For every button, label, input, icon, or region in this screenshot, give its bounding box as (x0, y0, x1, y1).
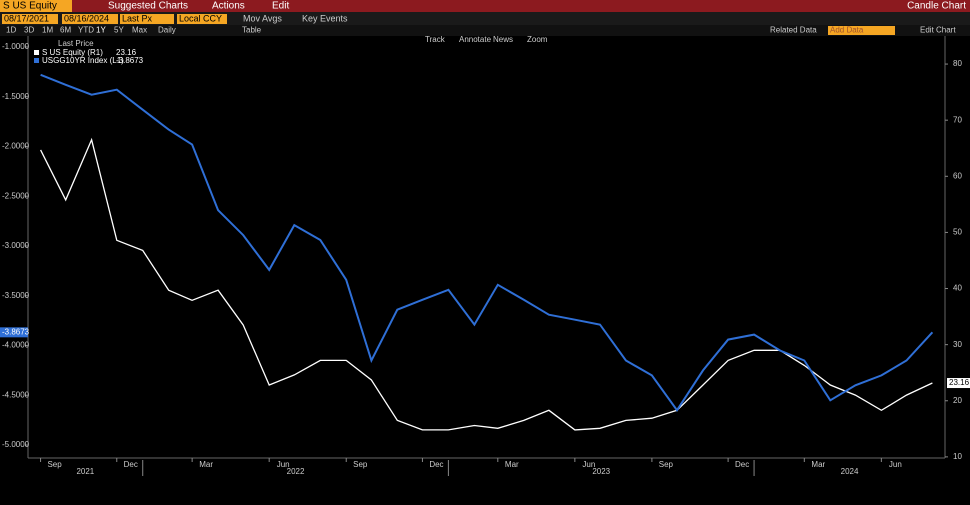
mov-avgs[interactable]: Mov Avgs (243, 13, 282, 23)
table-button[interactable]: Table (242, 26, 262, 35)
period-button[interactable]: 1Y (96, 26, 106, 35)
field-bar (0, 12, 970, 25)
period-button[interactable]: 3D (24, 26, 34, 35)
period-bar (0, 25, 970, 36)
title-bar (0, 0, 970, 12)
x-tick-label: Sep (47, 460, 62, 469)
last-value-box (947, 378, 970, 389)
frequency[interactable]: Daily (158, 26, 176, 35)
x-tick-label: Sep (353, 460, 368, 469)
start-date[interactable]: 08/17/2021 (4, 13, 49, 23)
period-button[interactable]: 6M (60, 26, 71, 35)
period-button[interactable]: 1D (6, 26, 16, 35)
add-data[interactable]: Add Data (830, 26, 864, 35)
chart-kind: Candle Chart (907, 1, 966, 12)
legend-swatch (34, 50, 39, 55)
y-tick-label: -3.5000 (2, 291, 30, 300)
x-tick-label: Dec (735, 460, 749, 469)
last-value-label: 23.16 (949, 378, 970, 387)
year-label: 2021 (76, 467, 94, 476)
tool-button[interactable]: Track (425, 35, 446, 44)
y2-tick-label: 50 (953, 228, 962, 237)
y-tick-label: -5.0000 (2, 440, 30, 449)
y2-tick-label: 10 (953, 452, 962, 461)
series-line (40, 137, 933, 431)
x-tick-label: Jun (582, 460, 595, 469)
legend-title: Last Price (58, 39, 94, 48)
period-button[interactable]: 1M (42, 26, 53, 35)
menu[interactable]: Suggested Charts (108, 1, 188, 12)
key-events[interactable]: Key Events (302, 13, 348, 23)
x-tick-label: Sep (659, 460, 674, 469)
y-tick-label: -3.0000 (2, 241, 30, 250)
x-tick-label: Mar (811, 460, 825, 469)
tool-button[interactable]: Annotate (459, 35, 492, 44)
y2-tick-label: 30 (953, 340, 962, 349)
y2-tick-label: 40 (953, 284, 962, 293)
ticker[interactable]: S US Equity (3, 1, 57, 12)
last-value-label: -3.8673 (2, 327, 30, 336)
y2-tick-label: 80 (953, 59, 962, 68)
year-label: 2023 (592, 467, 610, 476)
period-button[interactable]: 5Y (114, 26, 124, 35)
y2-tick-label: 60 (953, 171, 962, 180)
related-data[interactable]: Related Data (770, 26, 817, 35)
date-box[interactable] (2, 14, 58, 24)
legend-name: USGG10YR Index (L1) (42, 56, 124, 65)
y2-tick-label: 20 (953, 396, 962, 405)
x-tick-label: Jun (277, 460, 290, 469)
field-box[interactable] (120, 14, 174, 24)
y-tick-label: -4.0000 (2, 341, 30, 350)
period-button[interactable]: Max (132, 26, 147, 35)
legend-value: 23.16 (116, 48, 137, 57)
currency[interactable]: Local CCY (179, 13, 222, 23)
y-tick-label: -1.0000 (2, 42, 30, 51)
y-tick-label: -2.0000 (2, 142, 30, 151)
series-line (40, 73, 934, 412)
legend-name: S US Equity (R1) (42, 48, 103, 57)
x-tick-label: Mar (505, 460, 519, 469)
tool-button[interactable]: Zoom (527, 35, 548, 44)
tool-button[interactable]: News (493, 35, 513, 44)
menu[interactable]: Edit (272, 1, 289, 12)
menu[interactable]: Actions (212, 1, 245, 12)
x-tick-label: Dec (124, 460, 138, 469)
add-data-box[interactable] (828, 26, 895, 35)
date-box[interactable] (62, 14, 118, 24)
x-tick-label: Mar (199, 460, 213, 469)
end-date[interactable]: 08/16/2024 (64, 13, 109, 23)
y-tick-label: -1.5000 (2, 92, 30, 101)
last-value-box (0, 327, 28, 338)
edit-chart[interactable]: Edit Chart (920, 26, 956, 35)
y-tick-label: -4.5000 (2, 390, 30, 399)
ccy-box[interactable] (177, 14, 227, 24)
y-tick-label: -2.5000 (2, 191, 30, 200)
year-label: 2022 (287, 467, 305, 476)
period-button[interactable]: YTD (78, 26, 94, 35)
x-tick-label: Jun (889, 460, 902, 469)
x-tick-label: Dec (429, 460, 443, 469)
legend-swatch (34, 58, 39, 63)
y2-tick-label: 70 (953, 115, 962, 124)
legend-value: -3.8673 (116, 56, 144, 65)
ticker-box[interactable] (0, 0, 72, 12)
field[interactable]: Last Px (122, 13, 153, 23)
year-label: 2024 (841, 467, 859, 476)
